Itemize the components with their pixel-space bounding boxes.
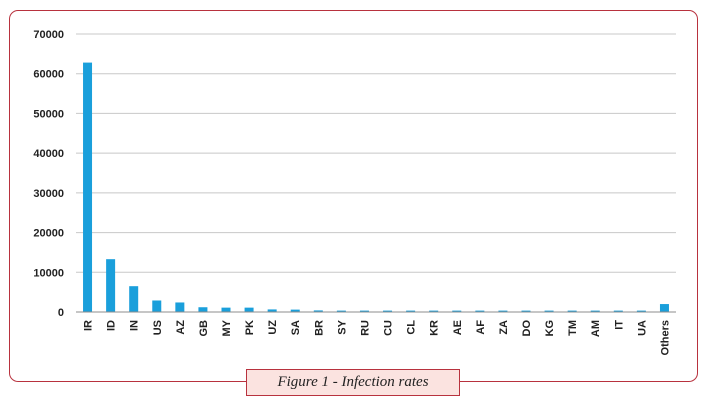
y-tick-label: 50000 [33,108,64,120]
x-tick-label: PK [244,320,256,335]
bar-ir [83,62,93,312]
bar-pk [244,307,254,312]
x-tick-label: TM [567,320,579,336]
bar-am [590,310,600,312]
figure-caption: Figure 1 - Infection rates [246,369,460,396]
y-tick-label: 10000 [33,267,64,279]
x-tick-label: RU [359,320,371,336]
bar-gb [198,307,208,312]
x-tick-label: IR [83,320,95,331]
x-tick-label: GB [198,320,210,337]
bar-za [498,310,508,312]
bar-ru [359,310,369,312]
x-tick-label: IN [129,320,141,331]
bars [83,62,669,312]
bar-kr [429,310,439,312]
x-tick-label: KR [429,320,441,336]
x-tick-label: UZ [267,320,279,335]
chart-frame [9,10,698,382]
x-tick-label: CU [383,320,395,336]
x-tick-label: AE [452,320,464,335]
bar-tm [567,310,577,312]
bar-br [313,310,323,312]
x-tick-label: Others [659,320,671,355]
bar-cl [406,310,416,312]
x-tick-label: SA [290,320,302,335]
x-tick-label: SY [336,319,348,334]
gridlines [76,33,676,273]
x-tick-label: UA [636,320,648,336]
y-tick-label: 40000 [33,148,64,160]
bar-ae [452,310,462,312]
x-tick-label: CL [406,320,418,335]
bar-do [521,310,531,312]
x-axis-ticks: IR ID IN US AZ GB MY PK UZ SA BR SY RU CU CL KR AE AF ZA DO… [83,319,672,355]
bar-uz [267,309,277,312]
bar-sa [290,309,300,312]
bar-it [613,310,623,312]
x-tick-label: AZ [175,320,187,335]
x-tick-label: ID [106,320,118,331]
x-tick-label: ZA [498,320,510,335]
bar-ua [636,310,646,312]
bar-az [175,302,185,312]
x-tick-label: BR [313,320,325,336]
bar-sy [336,310,346,312]
x-tick-label: KG [544,320,556,337]
x-tick-label: MY [221,319,233,336]
bar-kg [544,310,554,312]
x-tick-label: DO [521,320,533,337]
x-tick-label: AM [590,320,602,337]
bar-id [106,259,116,312]
bar-af [475,310,485,312]
bar-in [129,286,139,312]
y-tick-label: 30000 [33,188,64,200]
x-tick-label: IT [613,320,625,330]
x-tick-label: AF [475,320,487,335]
x-tick-label: US [152,320,164,335]
y-tick-label: 20000 [33,228,64,240]
bar-us [152,300,162,312]
y-tick-label: 70000 [33,29,64,41]
y-axis-ticks: 0 10000 20000 30000 40000 50000 60000 70000 [33,29,64,319]
y-tick-label: 60000 [33,69,64,81]
y-tick-label: 0 [58,307,64,319]
bar-my [221,307,231,312]
bar-others [659,304,669,312]
bar-cu [383,310,393,312]
